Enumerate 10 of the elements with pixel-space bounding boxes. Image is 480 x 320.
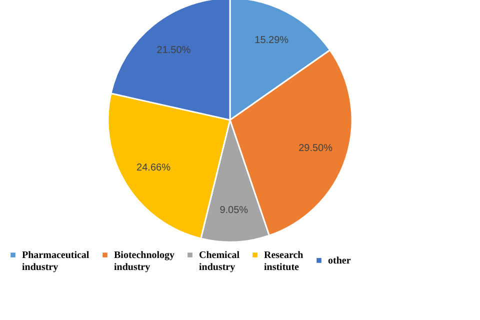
legend-label: Research institute	[264, 250, 304, 273]
data-label: 15.29%	[254, 35, 289, 46]
legend-label: Pharmaceutical industry	[22, 250, 90, 273]
data-label: 24.66%	[136, 162, 171, 174]
legend-label: Biotechnology industry	[114, 250, 175, 273]
data-label: 29.50%	[298, 143, 333, 154]
legend-label: Chemical industry	[199, 250, 240, 273]
data-label: 9.05%	[220, 204, 248, 216]
legend-label: other	[328, 255, 352, 266]
data-label: 21.50%	[156, 44, 191, 56]
